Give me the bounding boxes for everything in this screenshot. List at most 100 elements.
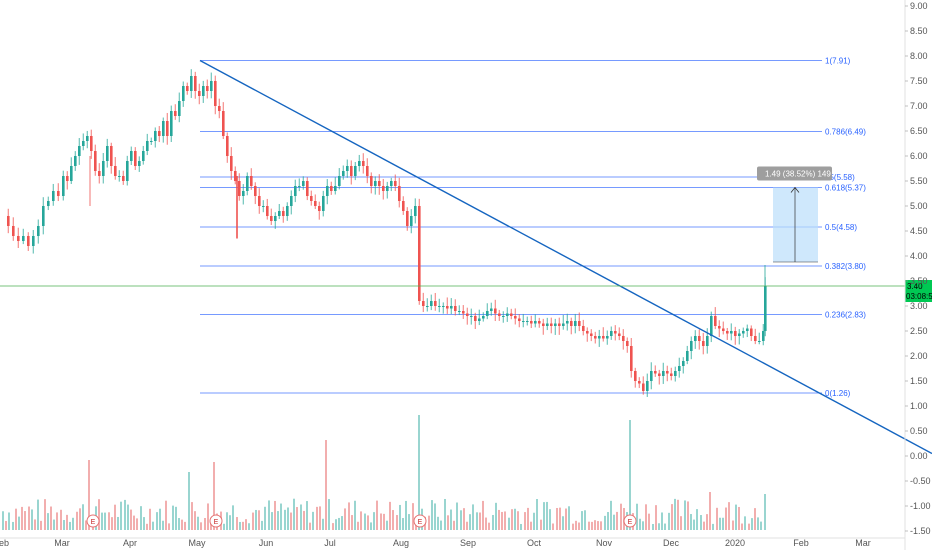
volume-bar — [530, 521, 532, 530]
volume-bar — [488, 522, 490, 530]
last-price-label: 3.40 — [907, 282, 923, 291]
earnings-marker-label: E — [628, 519, 633, 526]
volume-bar — [696, 509, 698, 530]
candle-body — [726, 331, 729, 334]
volume-bar — [232, 505, 234, 530]
volume-bar — [460, 510, 462, 530]
volume-bar — [44, 499, 46, 530]
time-tick-label: 2020 — [725, 538, 745, 548]
candle-body — [618, 333, 621, 336]
volume-bar — [559, 507, 561, 530]
volume-bar — [229, 515, 231, 530]
candle-body — [334, 186, 337, 191]
volume-bar — [255, 509, 257, 530]
volume-bar — [204, 518, 206, 530]
volume-bar — [396, 515, 398, 530]
candle-body — [750, 328, 753, 336]
volume-bar — [12, 521, 14, 530]
volume-bar — [712, 523, 714, 530]
volume-bar — [591, 521, 593, 530]
candle-body — [37, 226, 40, 236]
candle-body — [47, 201, 50, 206]
volume-bar — [162, 520, 164, 530]
candle-body — [102, 161, 105, 176]
candle-body — [342, 171, 345, 176]
price-tick-label: -0.50 — [910, 476, 931, 486]
volume-bar — [319, 506, 321, 530]
volume-bar — [469, 514, 471, 530]
volume-bar — [540, 519, 542, 530]
volume-bar — [258, 510, 260, 530]
candle-body — [694, 336, 697, 341]
volume-bar — [604, 515, 606, 530]
price-axis[interactable]: 9.00 8.50 8.00 7.50 7.00 6.50 6.00 5.50 5.00 4.50… — [904, 0, 931, 550]
candle-body — [202, 86, 205, 96]
candle-body — [554, 323, 557, 326]
candle-body — [330, 186, 333, 191]
volume-bar — [552, 523, 554, 530]
last-price-tag — [905, 280, 932, 291]
volume-bar — [716, 507, 718, 530]
time-tick-label: Mar — [54, 538, 70, 548]
candle-body — [134, 151, 137, 166]
volume-bar — [184, 521, 186, 530]
candle-body — [634, 371, 637, 381]
volume-bar — [284, 509, 286, 530]
candle-body — [582, 326, 585, 331]
volume-bar — [428, 515, 430, 530]
candle-body — [758, 341, 761, 342]
measure-tag-label: 1.49 (38.52%) 149 — [765, 170, 831, 179]
candle-body — [626, 341, 629, 346]
volume-bar — [63, 520, 65, 530]
volume-bar — [450, 509, 452, 530]
volume-bar — [764, 494, 766, 530]
candle-body — [602, 336, 605, 339]
price-range-measure[interactable]: 1.49 (38.52%) 149 — [757, 166, 832, 263]
volume-bar — [620, 503, 622, 530]
volume-bar — [674, 498, 676, 530]
earnings-marker[interactable] — [209, 514, 223, 528]
volume-bar — [648, 513, 650, 530]
volume-bar — [588, 521, 590, 530]
candle-body — [206, 86, 209, 91]
measure-area — [773, 187, 818, 262]
fibonacci-retracement[interactable]: 1(7.91) 0.786(6.49) 65(5.58) 0.618(5.37) 0.5… — [200, 57, 866, 399]
candle-body — [490, 308, 493, 311]
volume-bar — [709, 492, 711, 530]
time-tick-label: Dec — [663, 538, 680, 548]
candle-body — [570, 321, 573, 326]
volume-bar — [412, 503, 414, 530]
volume-bar — [645, 504, 647, 530]
candle-body — [514, 316, 517, 319]
candle-body — [454, 306, 457, 311]
volume-bar — [639, 518, 641, 530]
volume-bar — [159, 508, 161, 530]
price-tick-label: 3.50 — [910, 276, 928, 286]
earnings-marker[interactable] — [413, 514, 427, 528]
candle-body — [526, 321, 529, 322]
candle-body — [354, 166, 357, 176]
volume-bar — [293, 498, 295, 530]
candle-body — [42, 206, 45, 226]
time-axis[interactable]: eb Mar Apr May Jun Jul Aug Sep Oct Nov Dec 2020 Feb M… — [0, 537, 905, 548]
candle-body — [154, 131, 157, 141]
volume-bar — [264, 506, 266, 530]
candle-body — [114, 166, 117, 176]
volume-bar — [703, 521, 705, 530]
earnings-marker[interactable] — [623, 514, 637, 528]
volume-bar — [719, 517, 721, 530]
volume-bar — [524, 512, 526, 530]
candle-body — [106, 146, 109, 161]
volume-bar — [613, 514, 615, 530]
earnings-marker[interactable] — [86, 514, 100, 528]
candle-body — [710, 316, 713, 336]
candle-body — [12, 226, 15, 236]
trendline[interactable] — [199, 59, 932, 455]
volume-bar — [760, 521, 762, 530]
candle-body — [198, 91, 201, 96]
price-tick-label: -1.00 — [910, 501, 931, 511]
time-tick-label: Oct — [527, 538, 542, 548]
volume-bar — [754, 508, 756, 530]
